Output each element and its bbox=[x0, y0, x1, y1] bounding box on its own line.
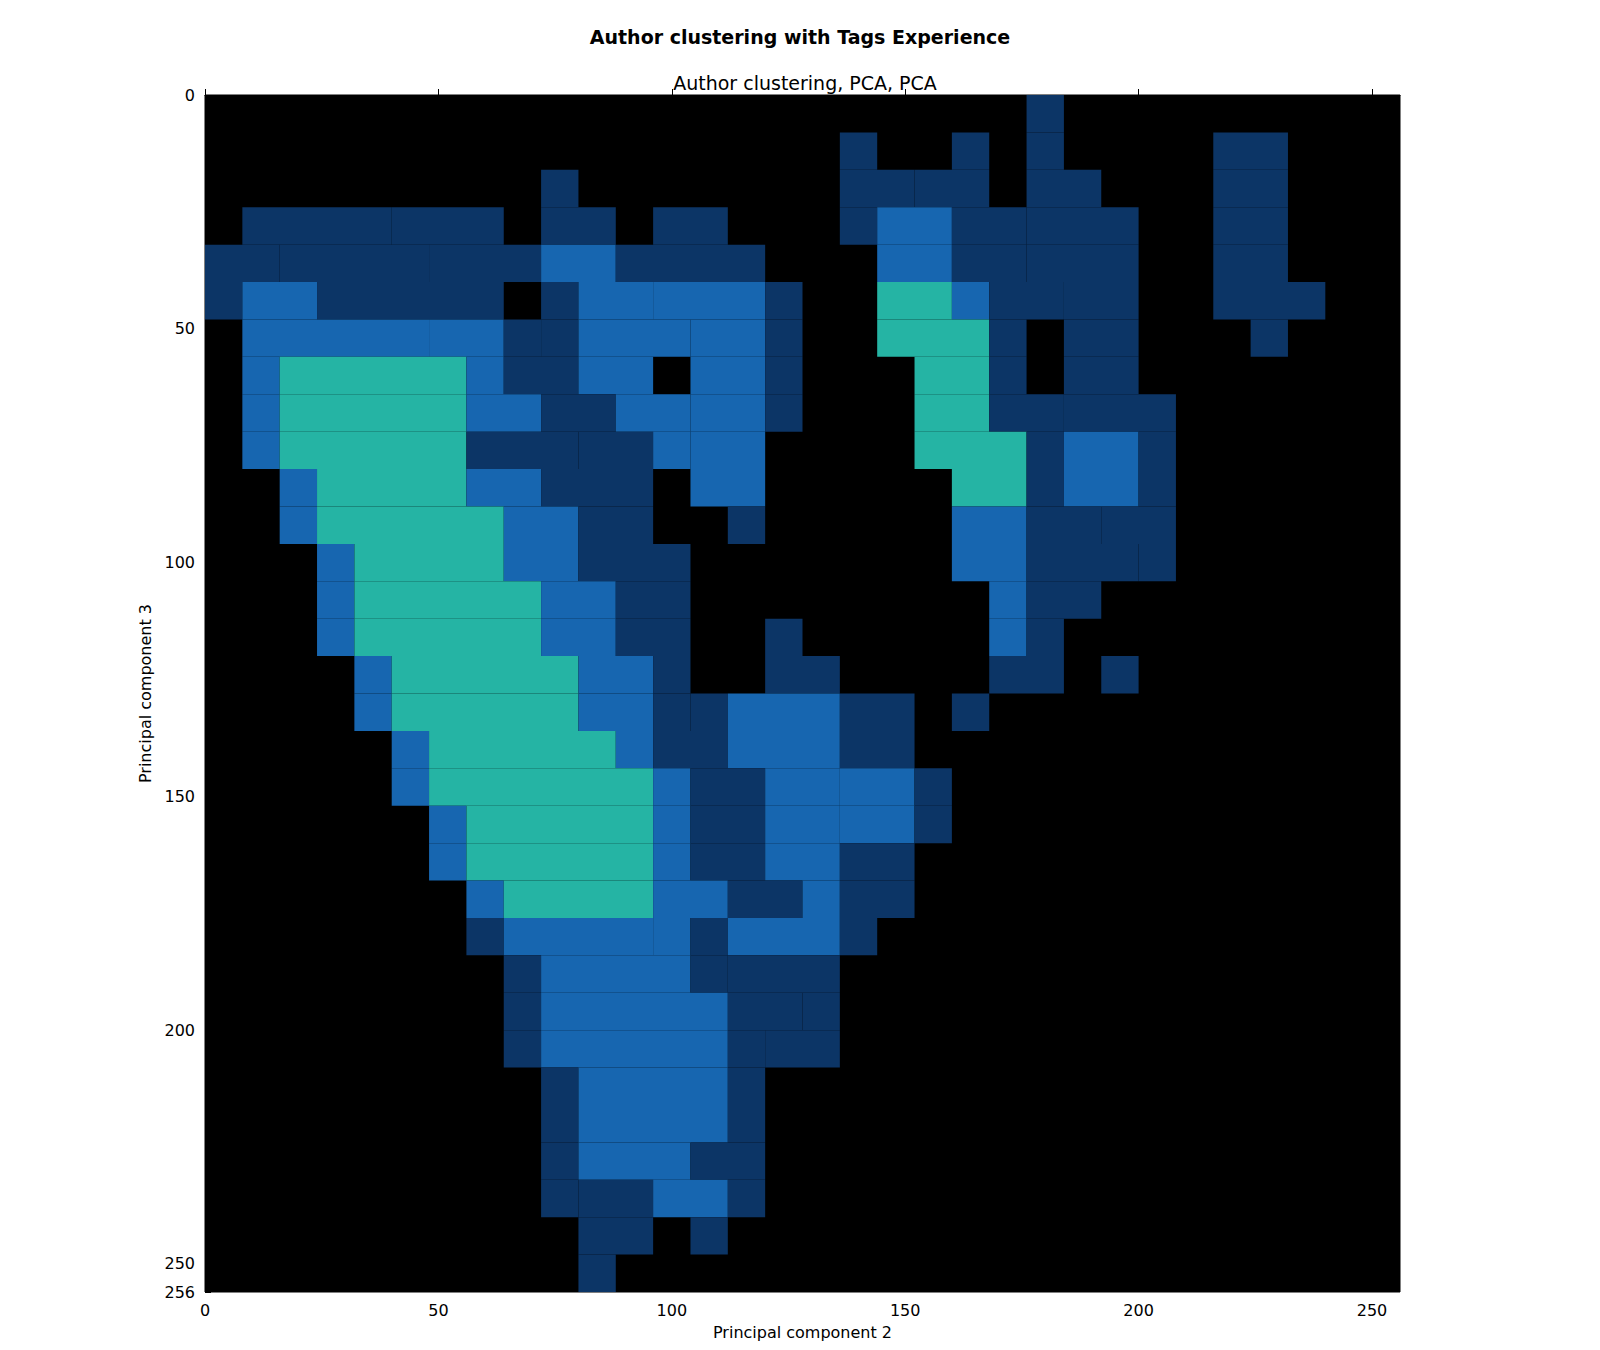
svg-text:150: 150 bbox=[890, 1301, 921, 1320]
svg-text:200: 200 bbox=[1123, 1301, 1154, 1320]
svg-text:256: 256 bbox=[164, 1283, 195, 1302]
svg-text:50: 50 bbox=[175, 319, 195, 338]
svg-text:150: 150 bbox=[164, 787, 195, 806]
svg-text:Principal component 2: Principal component 2 bbox=[713, 1323, 892, 1342]
svg-text:0: 0 bbox=[185, 86, 195, 105]
svg-text:Author clustering with Tags Ex: Author clustering with Tags Experience bbox=[590, 26, 1010, 48]
svg-text:200: 200 bbox=[164, 1021, 195, 1040]
svg-text:100: 100 bbox=[164, 553, 195, 572]
svg-text:250: 250 bbox=[164, 1254, 195, 1273]
svg-text:50: 50 bbox=[428, 1301, 448, 1320]
svg-text:100: 100 bbox=[657, 1301, 688, 1320]
svg-text:0: 0 bbox=[200, 1301, 210, 1320]
svg-text:Author clustering, PCA, PCA: Author clustering, PCA, PCA bbox=[673, 72, 937, 94]
svg-text:Principal component 3: Principal component 3 bbox=[136, 604, 155, 783]
svg-text:250: 250 bbox=[1357, 1301, 1388, 1320]
